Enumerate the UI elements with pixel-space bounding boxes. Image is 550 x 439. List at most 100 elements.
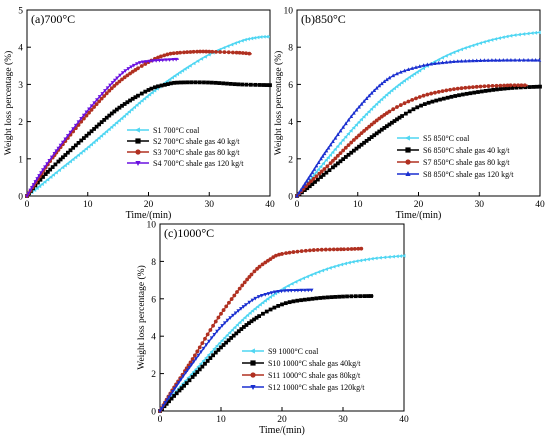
data-point-marker — [84, 146, 88, 151]
data-point-marker — [170, 75, 174, 80]
data-point-marker — [276, 304, 281, 308]
data-point-marker — [426, 100, 431, 105]
data-point-marker — [407, 109, 412, 114]
data-point-marker — [422, 102, 427, 107]
data-point-marker — [452, 87, 456, 92]
data-point-marker — [203, 361, 207, 366]
data-point-marker — [68, 130, 73, 135]
data-point-marker — [457, 93, 461, 98]
y-tick-label: 8 — [151, 258, 156, 268]
data-point-marker — [112, 122, 116, 127]
data-point-marker — [389, 88, 394, 93]
data-point-marker — [201, 49, 206, 54]
data-point-marker — [209, 336, 214, 340]
data-point-marker — [156, 55, 160, 60]
data-point-marker — [419, 103, 423, 108]
data-point-marker — [104, 129, 109, 134]
legend-item: S5 850°C coal — [397, 134, 470, 143]
data-point-marker — [99, 96, 104, 101]
data-point-marker — [231, 313, 235, 318]
data-point-marker — [362, 129, 366, 133]
data-point-marker — [273, 291, 278, 296]
data-point-marker — [177, 70, 182, 75]
data-point-marker — [172, 80, 177, 85]
data-point-marker — [299, 288, 304, 293]
data-point-marker — [210, 49, 215, 54]
series-4 — [295, 58, 542, 198]
data-point-marker — [366, 257, 370, 262]
panel-a-700c: 0 10 20 30 40 0 1 2 3 4 5 Time/(min) Weight loss per… — [3, 7, 275, 222]
data-point-marker — [476, 90, 480, 94]
series-3 — [25, 49, 252, 198]
data-point-marker — [221, 45, 226, 50]
data-point-marker — [349, 140, 354, 145]
x-tick-label: 30 — [338, 415, 348, 425]
legend-swatch-marker — [250, 360, 256, 366]
data-point-marker — [196, 364, 200, 369]
x-tick-label: 30 — [475, 200, 485, 210]
data-point-marker — [301, 276, 306, 281]
data-point-marker — [94, 138, 99, 143]
data-point-marker — [136, 93, 140, 98]
data-point-marker — [47, 159, 52, 163]
data-point-marker — [187, 378, 192, 383]
data-point-marker — [214, 344, 219, 348]
data-point-marker — [471, 85, 475, 90]
data-point-marker — [197, 80, 202, 85]
data-point-marker — [142, 96, 147, 101]
data-point-marker — [41, 168, 45, 172]
x-tick-label: 10 — [353, 200, 363, 210]
series-4 — [158, 288, 314, 414]
data-point-marker — [487, 88, 492, 93]
data-point-marker — [242, 315, 247, 320]
data-point-marker — [250, 298, 255, 303]
y-tick-label: 10 — [284, 7, 294, 17]
data-point-marker — [178, 80, 183, 85]
data-point-marker — [81, 113, 86, 118]
data-point-marker — [191, 61, 196, 66]
y-tick-label: 2 — [151, 370, 156, 380]
legend-item: S9 1000°C coal — [242, 347, 319, 356]
data-point-marker — [150, 59, 155, 63]
data-point-marker — [429, 91, 434, 96]
data-point-marker — [497, 36, 501, 41]
data-point-marker — [400, 114, 404, 118]
data-point-marker — [322, 151, 327, 156]
data-point-marker — [274, 253, 278, 258]
data-point-marker — [417, 64, 422, 68]
data-point-marker — [188, 50, 193, 54]
data-point-marker — [366, 294, 370, 298]
legend-swatch-marker — [405, 159, 411, 165]
data-point-marker — [252, 269, 257, 274]
data-point-marker — [179, 377, 183, 382]
data-point-marker — [311, 248, 316, 252]
data-point-marker — [65, 134, 70, 138]
data-point-marker — [382, 255, 387, 260]
data-point-marker — [216, 315, 221, 320]
data-point-marker — [335, 153, 340, 158]
data-point-marker — [284, 251, 288, 256]
data-point-marker — [296, 288, 300, 293]
data-point-marker — [364, 126, 369, 131]
data-point-marker — [172, 73, 177, 78]
data-point-marker — [202, 80, 206, 85]
data-point-marker — [94, 102, 99, 107]
data-point-marker — [140, 60, 145, 65]
data-point-marker — [495, 87, 499, 92]
data-point-marker — [347, 260, 351, 265]
data-point-marker — [110, 81, 115, 85]
data-point-marker — [240, 283, 245, 288]
data-point-marker — [240, 82, 245, 87]
data-point-marker — [73, 123, 78, 128]
data-point-marker — [341, 294, 345, 299]
data-point-marker — [89, 142, 93, 147]
data-point-marker — [79, 119, 84, 124]
data-point-marker — [232, 82, 237, 87]
data-point-marker — [317, 171, 322, 176]
data-point-marker — [353, 294, 358, 299]
data-point-marker — [303, 288, 307, 293]
data-point-marker — [316, 167, 321, 172]
data-point-marker — [436, 89, 441, 94]
data-point-marker — [377, 83, 382, 88]
data-point-marker — [512, 33, 517, 38]
